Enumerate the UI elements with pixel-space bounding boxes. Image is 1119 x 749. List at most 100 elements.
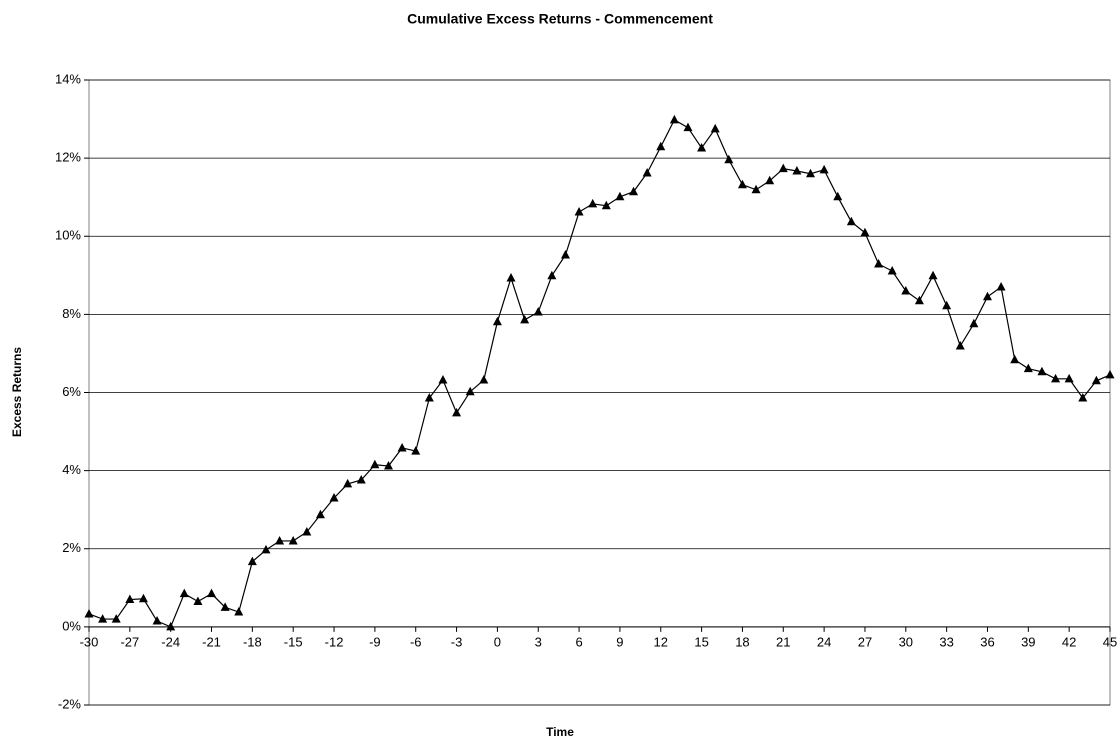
marker (887, 266, 897, 275)
marker (138, 593, 148, 603)
marker (778, 163, 788, 173)
y-axis-label: Excess Returns (10, 347, 24, 437)
marker (275, 535, 285, 545)
y-tick-label: 10% (55, 228, 81, 243)
marker (370, 459, 380, 469)
x-tick-label: -27 (120, 634, 139, 649)
marker (452, 407, 462, 417)
marker (207, 588, 217, 598)
x-tick-label: 12 (654, 634, 668, 649)
marker (234, 607, 244, 616)
marker (792, 166, 802, 175)
x-tick-label: 36 (980, 634, 994, 649)
marker (1037, 366, 1047, 376)
marker (751, 184, 761, 194)
x-tick-label: 21 (776, 634, 790, 649)
marker (914, 295, 924, 305)
marker (642, 167, 652, 177)
marker (438, 375, 448, 384)
marker (111, 614, 121, 623)
marker (1010, 354, 1020, 364)
y-tick-label: -2% (58, 696, 82, 711)
y-tick-label: 12% (55, 150, 81, 165)
marker (629, 186, 639, 196)
marker (588, 198, 598, 208)
marker (901, 285, 911, 295)
x-tick-label: -21 (202, 634, 221, 649)
marker (343, 478, 353, 488)
x-tick-label: -30 (80, 634, 99, 649)
x-tick-label: -24 (161, 634, 180, 649)
x-tick-label: 24 (817, 634, 831, 649)
x-tick-label: 39 (1021, 634, 1035, 649)
marker (874, 258, 884, 268)
x-tick-label: 30 (899, 634, 913, 649)
marker (424, 392, 434, 402)
marker (397, 442, 407, 452)
marker (166, 621, 176, 631)
x-tick-label: 27 (858, 634, 872, 649)
marker (506, 273, 516, 282)
marker (860, 227, 870, 237)
marker (1078, 392, 1088, 402)
x-tick-label: 42 (1062, 634, 1076, 649)
marker (765, 175, 775, 185)
marker (220, 602, 230, 611)
marker (533, 307, 543, 316)
marker (955, 341, 965, 350)
marker (98, 614, 108, 623)
x-tick-label: -18 (243, 634, 262, 649)
marker (683, 122, 693, 132)
marker (669, 114, 679, 124)
chart-title: Cumulative Excess Returns - Commencement (407, 11, 713, 27)
marker (520, 314, 530, 324)
series-line (88, 119, 1111, 628)
marker (329, 492, 339, 502)
marker (846, 216, 856, 226)
marker (615, 191, 625, 201)
y-tick-label: 8% (62, 306, 81, 321)
marker (806, 168, 816, 178)
y-tick-label: 0% (62, 618, 81, 633)
x-tick-label: -3 (451, 634, 463, 649)
marker (383, 460, 393, 470)
marker (479, 375, 489, 384)
marker (288, 535, 298, 545)
x-tick-label: 18 (735, 634, 749, 649)
x-tick-label: 6 (575, 634, 582, 649)
marker (84, 608, 94, 618)
x-tick-label: -6 (410, 634, 422, 649)
marker (315, 509, 325, 519)
marker (193, 596, 203, 605)
marker (560, 250, 570, 259)
y-tick-label: 14% (55, 71, 81, 86)
y-tick-label: 6% (62, 384, 81, 399)
marker (724, 154, 734, 164)
marker (1091, 375, 1101, 385)
marker (710, 123, 720, 133)
marker (411, 446, 421, 455)
marker (152, 616, 162, 625)
marker (737, 179, 747, 189)
marker (833, 191, 843, 201)
marker (125, 594, 135, 604)
y-tick-label: 4% (62, 462, 81, 477)
marker (1105, 369, 1115, 379)
x-tick-label: 3 (535, 634, 542, 649)
marker (697, 142, 707, 152)
marker (1051, 373, 1061, 383)
x-tick-label: -15 (284, 634, 303, 649)
marker (996, 282, 1006, 291)
marker (179, 588, 189, 598)
marker (492, 316, 502, 326)
x-tick-label: 45 (1103, 634, 1117, 649)
marker (356, 475, 366, 484)
marker (465, 386, 475, 396)
marker (819, 164, 829, 174)
marker (547, 270, 557, 280)
x-tick-label: -9 (369, 634, 381, 649)
x-tick-label: -12 (325, 634, 344, 649)
x-tick-label: 33 (939, 634, 953, 649)
marker (1023, 363, 1033, 373)
x-tick-label: 9 (616, 634, 623, 649)
